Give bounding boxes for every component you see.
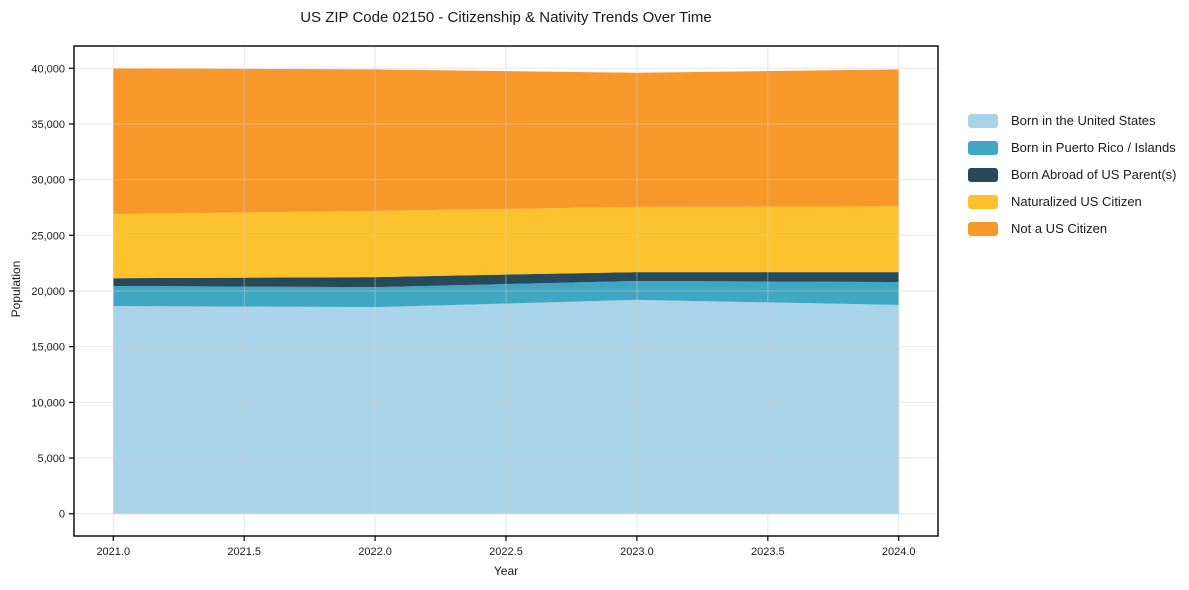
y-tick-label: 5,000 bbox=[37, 453, 65, 465]
gridlines bbox=[74, 46, 938, 536]
legend-label: Born in the United States bbox=[1011, 113, 1156, 128]
legend-swatch-icon bbox=[968, 113, 998, 128]
x-tick-labels: 2021.0 2021.5 2022.0 2022.5 2023.0 2023.5 2024… bbox=[96, 546, 915, 558]
y-tick-labels: 0 5,000 10,000 15,000 20,000 25,000 30,000 35,0… bbox=[31, 63, 65, 520]
chart-title: US ZIP Code 02150 - Citizenship & Nativi… bbox=[300, 9, 712, 26]
x-tick-label: 2022.0 bbox=[358, 546, 392, 558]
y-tick-label: 40,000 bbox=[31, 63, 65, 75]
legend-swatch-icon bbox=[968, 221, 998, 236]
legend-swatch-icon bbox=[968, 194, 998, 209]
legend-label: Naturalized US Citizen bbox=[1011, 194, 1142, 209]
x-tick-label: 2023.0 bbox=[620, 546, 654, 558]
legend-item-born-in-puerto-rico-islands: Born in Puerto Rico / Islands bbox=[968, 134, 1176, 161]
legend-item-born-in-the-united-states: Born in the United States bbox=[968, 107, 1176, 134]
y-tick-label: 25,000 bbox=[31, 230, 65, 242]
y-tick-label: 35,000 bbox=[31, 119, 65, 131]
legend: Born in the United States Born in Puerto … bbox=[968, 107, 1176, 242]
x-tick-label: 2024.0 bbox=[882, 546, 916, 558]
legend-swatch-icon bbox=[968, 167, 998, 182]
y-tick-label: 20,000 bbox=[31, 286, 65, 298]
x-tick-label: 2022.5 bbox=[489, 546, 523, 558]
legend-swatch-icon bbox=[968, 140, 998, 155]
legend-label: Born Abroad of US Parent(s) bbox=[1011, 167, 1177, 182]
y-tick-label: 30,000 bbox=[31, 175, 65, 187]
legend-item-naturalized-us-citizen: Naturalized US Citizen bbox=[968, 188, 1176, 215]
x-tick-label: 2021.5 bbox=[227, 546, 261, 558]
x-tick-label: 2021.0 bbox=[96, 546, 130, 558]
x-tick-label: 2023.5 bbox=[751, 546, 785, 558]
legend-item-not-a-us-citizen: Not a US Citizen bbox=[968, 215, 1176, 242]
y-tick-label: 10,000 bbox=[31, 397, 65, 409]
legend-label: Not a US Citizen bbox=[1011, 221, 1108, 236]
x-axis-label: Year bbox=[493, 564, 519, 578]
y-tick-label: 0 bbox=[59, 509, 65, 521]
y-axis-label: Population bbox=[9, 260, 23, 318]
stacked-areas bbox=[113, 68, 899, 514]
y-tick-label: 15,000 bbox=[31, 342, 65, 354]
tick-marks bbox=[69, 67, 900, 541]
legend-item-born-abroad-of-us-parent-s: Born Abroad of US Parent(s) bbox=[968, 161, 1176, 188]
legend-label: Born in Puerto Rico / Islands bbox=[1011, 140, 1176, 155]
